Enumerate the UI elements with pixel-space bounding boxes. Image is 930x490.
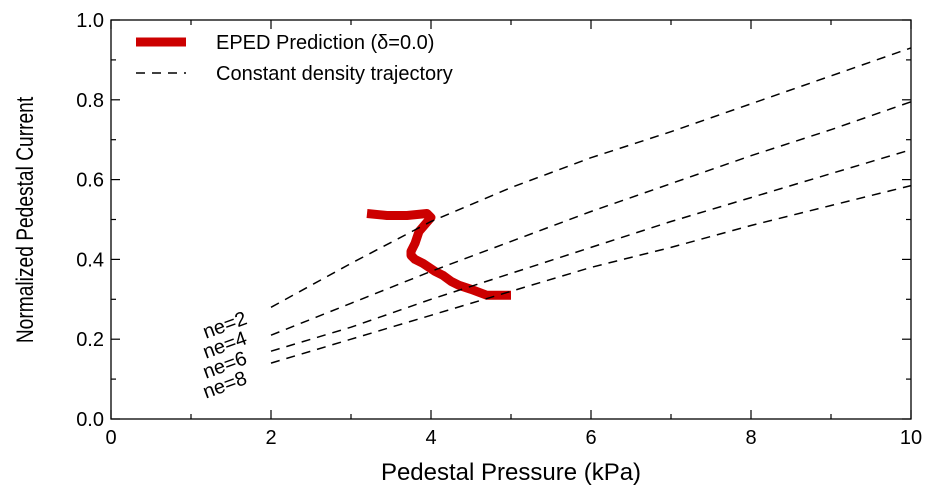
y-tick-label: 0.8	[76, 90, 104, 112]
x-tick-label: 0	[105, 427, 116, 449]
series-line-ne-2	[270, 47, 912, 308]
y-axis-title: Normalized Pedestal Current	[11, 97, 39, 343]
legend: EPED Prediction (δ=0.0) Constant density…	[136, 32, 453, 85]
legend-label-density: Constant density trajectory	[216, 63, 453, 85]
tick-labels: 0 2 4 6 8 10 0.0 0.2 0.4 0.6 0.8 1.0	[76, 10, 922, 449]
ne-annotations: ne=2ne=4ne=6ne=8	[200, 308, 250, 404]
x-tick-label: 4	[425, 427, 436, 449]
y-tick-label: 0.6	[76, 170, 104, 192]
y-tick-label: 0.4	[76, 249, 104, 271]
axis-ticks	[110, 19, 912, 420]
x-axis-title: Pedestal Pressure (kPa)	[381, 459, 641, 486]
chart-marks	[270, 47, 912, 364]
y-tick-label: 0.0	[76, 409, 104, 431]
y-tick-label: 1.0	[76, 10, 104, 32]
x-tick-label: 8	[745, 427, 756, 449]
y-tick-label: 0.2	[76, 329, 104, 351]
legend-label-eped: EPED Prediction (δ=0.0)	[216, 32, 434, 54]
series-line-ne-4	[270, 101, 912, 336]
x-tick-label: 6	[585, 427, 596, 449]
x-tick-label: 2	[265, 427, 276, 449]
series-line-ne-6	[270, 148, 912, 352]
series-line-eped-prediction-0-0	[366, 209, 511, 300]
x-tick-label: 10	[900, 427, 922, 449]
